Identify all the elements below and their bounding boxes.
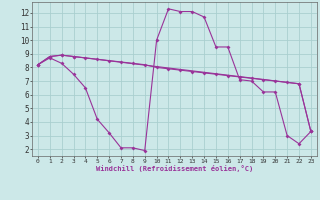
X-axis label: Windchill (Refroidissement éolien,°C): Windchill (Refroidissement éolien,°C) (96, 165, 253, 172)
